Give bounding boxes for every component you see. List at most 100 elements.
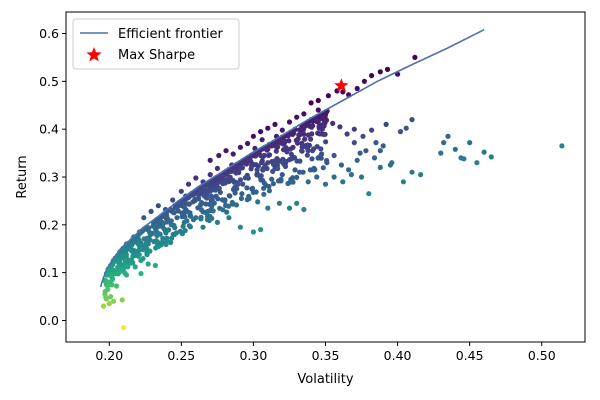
x-tick-label: 0.40 [384, 348, 412, 363]
portfolio-point [136, 240, 142, 246]
legend-box [72, 18, 240, 70]
portfolio-point [157, 231, 163, 237]
portfolio-point [357, 150, 363, 156]
portfolio-point [207, 157, 213, 163]
y-axis-ticks: 0.0 0.1 0.2 0.3 0.4 0.5 0.6 [39, 26, 66, 328]
portfolio-point [305, 179, 311, 185]
portfolio-point [290, 175, 296, 181]
portfolio-point [210, 208, 216, 214]
portfolio-point [383, 121, 389, 127]
portfolio-point [360, 133, 366, 139]
portfolio-point [239, 191, 245, 197]
portfolio-point [186, 223, 192, 229]
portfolio-point [280, 159, 286, 166]
portfolio-point [121, 247, 127, 253]
portfolio-point [205, 213, 211, 219]
portfolio-point [279, 172, 285, 178]
portfolio-point [168, 218, 174, 224]
portfolio-point [253, 189, 259, 195]
x-tick-label: 0.20 [95, 348, 123, 363]
portfolio-point [130, 260, 136, 266]
portfolio-point [170, 197, 176, 203]
portfolio-point [235, 181, 241, 187]
portfolio-point [441, 140, 447, 146]
portfolio-point [103, 294, 109, 300]
portfolio-point [261, 191, 267, 197]
legend-max-sharpe-star [86, 47, 102, 62]
portfolio-point [198, 216, 204, 222]
portfolio-point [202, 190, 208, 196]
portfolio-point [400, 179, 406, 185]
portfolio-point [154, 224, 160, 230]
portfolio-point [220, 172, 226, 178]
portfolio-point [164, 217, 170, 223]
portfolio-point [214, 165, 220, 171]
portfolio-point [219, 197, 225, 203]
portfolio-point [346, 167, 352, 173]
portfolio-point [224, 209, 230, 215]
portfolio-point [266, 152, 273, 158]
x-axis-ticks: 0.20 0.25 0.30 0.35 0.40 0.45 0.50 [95, 342, 556, 363]
portfolio-point [261, 152, 267, 159]
portfolio-point [331, 152, 337, 159]
portfolio-point [173, 230, 179, 236]
y-axis-title: Return [15, 155, 30, 198]
portfolio-point [220, 180, 226, 186]
portfolio-point [163, 230, 169, 236]
portfolio-point [366, 191, 372, 197]
portfolio-point [467, 140, 473, 146]
portfolio-point [122, 270, 128, 276]
portfolio-point [304, 152, 310, 158]
portfolio-point [292, 167, 298, 173]
portfolio-point [380, 143, 386, 149]
portfolio-point [193, 175, 199, 181]
portfolio-point [140, 247, 146, 253]
portfolio-point [438, 150, 444, 156]
portfolio-point [279, 127, 285, 133]
portfolio-point [258, 227, 264, 233]
y-tick-label: 0.4 [39, 122, 59, 137]
portfolio-point [205, 208, 211, 214]
portfolio-point [474, 160, 480, 166]
portfolio-point [294, 174, 300, 180]
portfolio-point [344, 131, 350, 137]
y-tick-label: 0.6 [39, 26, 59, 41]
portfolio-point [330, 120, 336, 126]
portfolio-point [389, 160, 395, 166]
portfolio-point [244, 185, 250, 191]
portfolio-point [132, 264, 138, 270]
portfolio-point [315, 107, 321, 113]
portfolio-point [204, 195, 210, 201]
portfolio-point [351, 126, 357, 132]
portfolio-point [315, 97, 321, 104]
portfolio-point [152, 262, 158, 269]
portfolio-point [185, 181, 192, 187]
portfolio-point [319, 116, 325, 122]
max-sharpe-layer [334, 78, 349, 92]
portfolio-point [351, 140, 357, 146]
portfolio-point [171, 210, 177, 216]
portfolio-point [321, 131, 327, 137]
portfolio-point [125, 264, 131, 270]
portfolio-point [237, 224, 243, 230]
portfolio-point [325, 93, 331, 99]
portfolio-point [377, 148, 383, 154]
portfolio-point [294, 114, 300, 120]
portfolio-point [261, 185, 267, 191]
portfolio-point [237, 144, 243, 150]
portfolio-point [257, 174, 264, 180]
portfolio-point [217, 189, 223, 195]
y-tick-label: 0.1 [39, 265, 59, 280]
portfolio-point [100, 303, 107, 309]
portfolio-point [294, 158, 300, 164]
portfolio-point [226, 193, 232, 199]
portfolio-point [135, 253, 141, 259]
portfolio-point [300, 169, 306, 175]
portfolio-point [286, 119, 293, 125]
portfolio-point [192, 197, 198, 204]
portfolio-point [147, 232, 153, 238]
portfolio-point [113, 283, 120, 289]
portfolio-point [314, 174, 320, 180]
portfolio-point [265, 146, 271, 152]
